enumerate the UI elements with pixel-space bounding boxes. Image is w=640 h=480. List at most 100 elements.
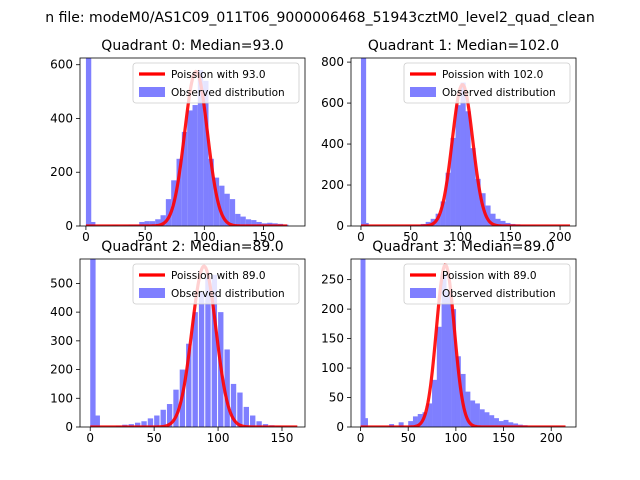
y-tick-label: 200 xyxy=(321,178,344,192)
histogram-bar xyxy=(147,418,154,427)
histogram-bar xyxy=(432,379,437,427)
histogram xyxy=(85,58,289,226)
legend-label-hist: Observed distribution xyxy=(171,87,285,99)
histogram-bar xyxy=(240,216,246,226)
histogram-bar xyxy=(398,422,404,427)
y-tick-label: 300 xyxy=(50,334,73,348)
legend-hist-swatch xyxy=(410,288,436,298)
histogram-bar xyxy=(451,309,457,427)
histogram-bar xyxy=(474,403,480,427)
legend-label-hist: Observed distribution xyxy=(442,288,556,300)
histogram-bar xyxy=(208,158,214,226)
y-tick-label: 0 xyxy=(336,219,344,233)
histogram-bar xyxy=(484,412,490,427)
histogram-bar xyxy=(205,277,211,427)
histogram-bar xyxy=(470,400,476,427)
histogram-bar xyxy=(445,172,451,226)
histogram-bar xyxy=(211,274,218,427)
histogram-bar xyxy=(455,105,461,226)
histogram-bar xyxy=(144,221,150,226)
x-tick-label: 200 xyxy=(540,431,563,445)
histogram-bar xyxy=(90,259,96,427)
histogram-bar xyxy=(417,414,423,427)
histogram-bar xyxy=(243,406,250,427)
histogram-bar xyxy=(412,416,418,427)
x-tick-label: 0 xyxy=(86,431,94,445)
histogram-bar xyxy=(360,259,366,427)
histogram-bar xyxy=(479,409,485,427)
poisson-fit-line xyxy=(85,69,288,226)
x-tick-label: 100 xyxy=(207,431,230,445)
axes-frame xyxy=(350,258,577,428)
histogram-bar xyxy=(498,421,504,427)
subplot-title: Quadrant 3: Median=89.0 xyxy=(372,239,554,255)
histogram-bar xyxy=(460,82,466,226)
x-tick-label: 200 xyxy=(549,230,572,244)
y-tick-label: 0 xyxy=(336,420,344,434)
histogram-bar xyxy=(192,312,198,427)
histogram-bar xyxy=(229,199,236,226)
x-tick-label: 100 xyxy=(193,230,216,244)
legend-label-fit: Poission with 102.0 xyxy=(442,69,543,81)
histogram-bar xyxy=(267,222,273,226)
x-tick-label: 150 xyxy=(271,431,294,445)
histogram-bar xyxy=(90,221,96,226)
histogram-bar xyxy=(427,403,433,427)
legend-label-fit: Poission with 89.0 xyxy=(442,270,537,282)
histogram-bar xyxy=(230,383,237,427)
y-tick-label: 0 xyxy=(65,420,73,434)
legend-box xyxy=(132,62,300,104)
histogram-bar xyxy=(198,292,205,427)
histogram-bar xyxy=(166,404,173,427)
histogram-bar xyxy=(489,415,495,427)
subplot-title: Quadrant 0: Median=93.0 xyxy=(101,38,283,54)
histogram-bar xyxy=(256,421,262,427)
x-tick-label: 100 xyxy=(444,431,467,445)
y-tick-label: 100 xyxy=(321,361,344,375)
x-tick-label: 50 xyxy=(147,431,162,445)
histogram-bar xyxy=(85,58,92,226)
histogram-bar xyxy=(408,421,414,427)
y-tick-label: 100 xyxy=(50,391,73,405)
subplot-quadrant-2: 0 50 100 150 0 100 200 300 400 500 Quadrant 2: Med… xyxy=(50,239,306,445)
axes-frame xyxy=(79,258,306,428)
legend-label-fit: Poission with 93.0 xyxy=(171,69,266,81)
histogram-bar xyxy=(485,205,491,226)
histogram-bar xyxy=(465,391,471,427)
histogram-bar xyxy=(155,219,161,226)
y-tick-label: 200 xyxy=(50,165,73,179)
histogram-bar xyxy=(436,326,442,427)
x-tick-label: 150 xyxy=(252,230,275,244)
legend-box xyxy=(132,263,300,305)
histogram-bar xyxy=(500,220,506,226)
histogram-bar xyxy=(187,110,193,226)
y-tick-label: 400 xyxy=(50,111,73,125)
histogram-bar xyxy=(186,343,192,427)
axes-frame xyxy=(350,57,577,227)
histogram-bar xyxy=(490,213,496,226)
histogram-bar xyxy=(495,218,501,226)
histogram-bar xyxy=(475,178,481,226)
histogram-bar xyxy=(494,418,499,427)
y-tick-label: 600 xyxy=(321,96,344,110)
subplot-title: Quadrant 1: Median=102.0 xyxy=(368,38,559,54)
histogram-bar xyxy=(141,421,147,427)
y-tick-label: 600 xyxy=(50,58,73,72)
histogram-bar xyxy=(256,221,262,226)
histogram-bar xyxy=(450,137,456,226)
subplot-quadrant-3: 0 50 100 150 200 0 50 100 150 200 250 Quadrant 3: M… xyxy=(321,239,577,445)
legend-hist-swatch xyxy=(410,87,436,97)
x-tick-label: 50 xyxy=(403,230,418,244)
legend-hist-swatch xyxy=(139,87,165,97)
histogram-bar xyxy=(235,213,241,226)
histogram-bar xyxy=(440,201,446,226)
x-tick-label: 0 xyxy=(82,230,90,244)
histogram-bar xyxy=(149,221,156,226)
histogram-bar xyxy=(192,105,198,226)
subplot-title: Quadrant 2: Median=89.0 xyxy=(101,239,283,255)
histogram-bar xyxy=(503,419,509,427)
histogram-bar xyxy=(363,418,368,427)
y-tick-label: 500 xyxy=(50,276,73,290)
histogram-bar xyxy=(160,409,166,427)
